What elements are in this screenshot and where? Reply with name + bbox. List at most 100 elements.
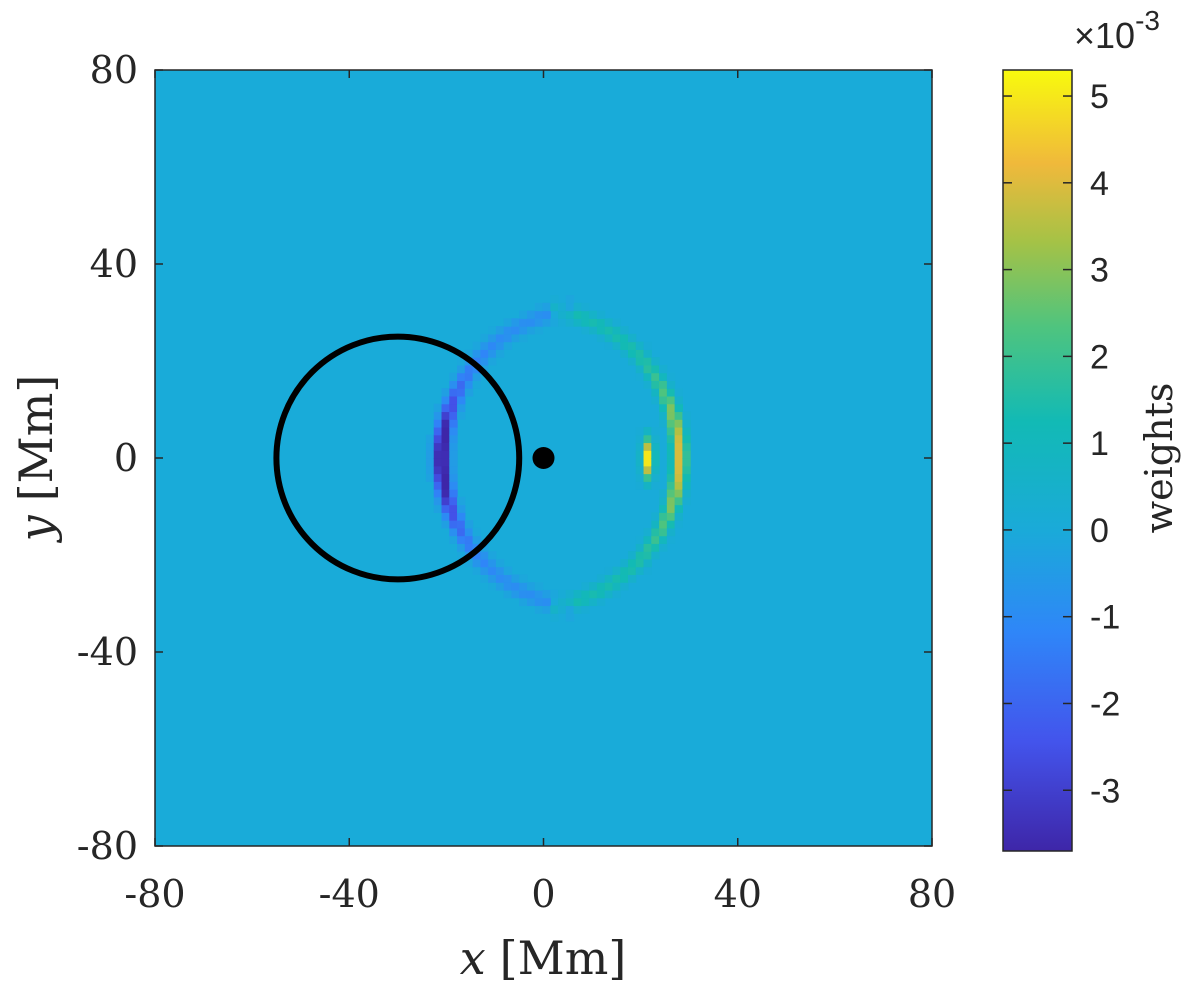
heat-cell (666, 403, 676, 413)
heat-cell (612, 333, 621, 343)
heat-cell (612, 574, 621, 583)
heat-cell (666, 388, 676, 397)
heat-cell (558, 605, 567, 614)
heat-cell (480, 566, 489, 575)
heat-cell (620, 333, 629, 343)
heat-cell (457, 535, 466, 544)
heat-cell (674, 442, 683, 451)
y-tick-label: 0 (114, 436, 138, 480)
heat-cell (635, 558, 645, 568)
heat-cell (659, 512, 668, 521)
heat-cell (581, 582, 590, 591)
heat-cell (627, 333, 637, 343)
heat-cell (627, 349, 637, 358)
heat-cell (573, 589, 582, 599)
y-axis-tick-labels: -80 -40 0 40 80 (77, 48, 138, 868)
heat-cell (464, 349, 474, 358)
heat-cell (620, 326, 629, 335)
heat-cell (457, 551, 466, 560)
heat-cell (682, 458, 691, 467)
heat-cell (441, 434, 450, 444)
heat-cell (666, 481, 676, 490)
heat-cell (441, 465, 450, 475)
heat-cell (519, 597, 528, 607)
heat-cell (627, 551, 637, 560)
heat-cell (627, 566, 637, 575)
heat-cell (674, 512, 683, 521)
heat-cell (511, 326, 520, 335)
heat-cell (488, 349, 497, 358)
heat-cell (651, 380, 660, 389)
heat-cell (495, 341, 505, 350)
heat-cell (534, 582, 544, 591)
heat-cell (604, 326, 614, 335)
heat-cell (659, 364, 668, 374)
heat-cell (457, 527, 466, 537)
heat-cell (464, 558, 474, 568)
heat-cell (449, 527, 458, 537)
heat-cell (666, 527, 676, 537)
heat-cell (441, 395, 450, 405)
colorbar-ticks (1003, 95, 1072, 792)
heat-cell (666, 458, 676, 467)
heat-cell (643, 543, 652, 552)
heat-cell (511, 333, 520, 343)
heat-cell (519, 310, 528, 319)
heat-cell (589, 582, 598, 591)
heat-cell (441, 388, 450, 397)
heat-cell (495, 326, 505, 335)
heat-cell (643, 450, 652, 459)
heat-cell (488, 341, 497, 350)
heat-cell (480, 357, 489, 366)
heat-cell (503, 574, 513, 583)
heat-cell (635, 349, 645, 358)
heat-cell (589, 597, 598, 607)
heat-cell (495, 574, 505, 583)
heat-cell (573, 597, 582, 607)
heat-cell (596, 597, 606, 607)
x-axis-tick-labels: -80 -40 0 40 80 (124, 872, 956, 916)
heat-cell (651, 364, 660, 374)
colorbar-multiplier-exponent: -3 (1135, 5, 1160, 36)
heat-cell (503, 341, 513, 350)
heat-cell (635, 543, 645, 552)
heat-cell (651, 357, 660, 366)
y-tick-label: -40 (77, 630, 138, 674)
colorbar-tick-label: 1 (1090, 425, 1109, 463)
heat-cell (542, 310, 551, 319)
heat-cell (674, 395, 683, 405)
heat-cell (565, 302, 575, 312)
heat-cell (659, 504, 668, 513)
heat-cell (596, 326, 606, 335)
heat-cell (651, 372, 660, 381)
heat-cell (449, 504, 458, 513)
heat-cell (666, 434, 676, 444)
heat-cell (433, 481, 443, 490)
heat-cell (519, 318, 528, 327)
heat-cell (441, 442, 450, 451)
heat-cell (674, 473, 683, 482)
heat-cell (534, 589, 544, 599)
heat-cell (651, 442, 660, 451)
heat-cell (441, 426, 450, 436)
heat-cell (457, 543, 466, 552)
heat-cell (457, 380, 466, 389)
heat-cell (425, 442, 435, 451)
heat-cell (464, 543, 474, 552)
heat-cell (682, 481, 691, 490)
heat-cell (449, 535, 458, 544)
heat-cell (596, 318, 606, 327)
heat-cell (620, 566, 629, 575)
heat-cell (441, 458, 450, 467)
heat-cell (674, 450, 683, 459)
colorbar-tick-label: 3 (1090, 252, 1109, 290)
heat-cell (433, 458, 443, 467)
heat-cell (643, 465, 652, 475)
heat-cell (526, 597, 536, 607)
heat-cell (503, 582, 513, 591)
heat-cell (511, 574, 520, 583)
heat-cell (441, 504, 450, 513)
heat-cell (612, 341, 621, 350)
heat-cell (643, 535, 652, 544)
